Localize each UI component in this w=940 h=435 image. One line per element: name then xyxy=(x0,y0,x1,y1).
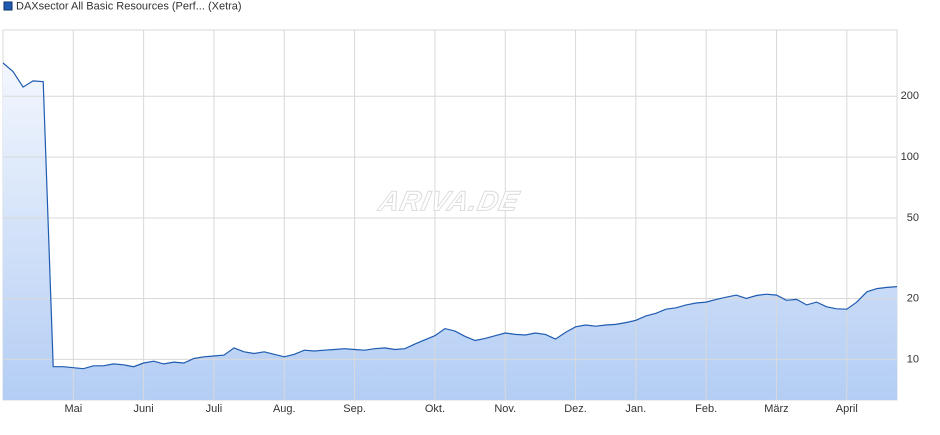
legend-swatch xyxy=(3,1,13,11)
x-tick-label: Sep. xyxy=(343,403,366,415)
watermark: ARIVA.DE xyxy=(375,185,522,217)
x-tick-label: Juni xyxy=(134,403,154,415)
x-tick-label: Okt. xyxy=(425,403,445,415)
area xyxy=(3,63,897,400)
x-tick-label: Juli xyxy=(206,403,223,415)
x-tick-label: Aug. xyxy=(273,403,296,415)
y-tick-label: 50 xyxy=(907,212,919,224)
x-tick-label: Feb. xyxy=(695,403,717,415)
x-tick-label: Jan. xyxy=(625,403,646,415)
x-tick-label: Dez. xyxy=(564,403,587,415)
y-tick-label: 20 xyxy=(907,292,919,304)
x-tick-label: Mai xyxy=(64,403,82,415)
legend: DAXsector All Basic Resources (Perf... (… xyxy=(3,0,242,12)
x-tick-label: Nov. xyxy=(494,403,516,415)
y-tick-label: 10 xyxy=(907,353,919,365)
y-tick-label: 100 xyxy=(901,151,919,163)
x-tick-label: April xyxy=(836,403,858,415)
legend-label: DAXsector All Basic Resources (Perf... (… xyxy=(16,0,242,12)
y-tick-label: 200 xyxy=(901,90,919,102)
line xyxy=(2,62,898,370)
x-tick-label: März xyxy=(764,403,788,415)
